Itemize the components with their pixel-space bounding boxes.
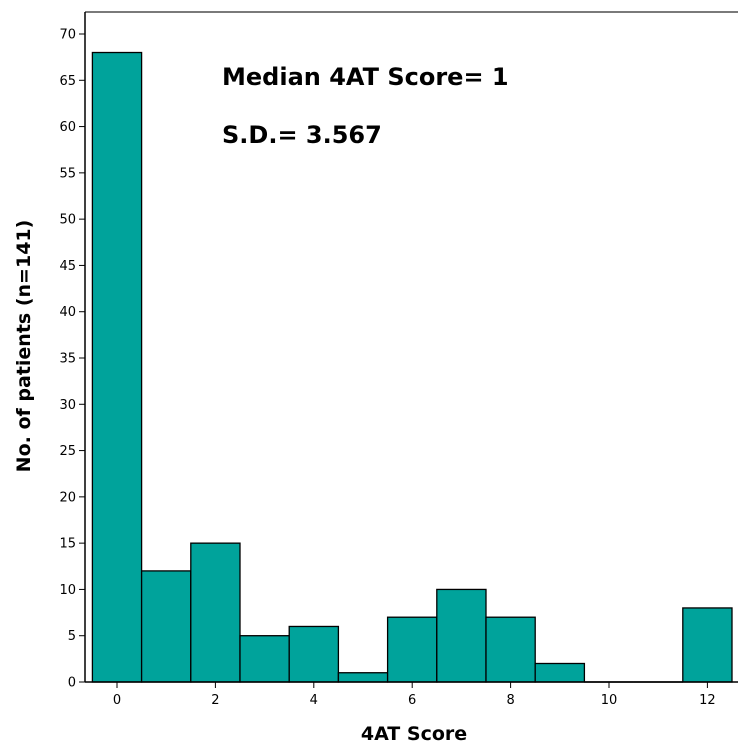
bar-12 xyxy=(682,607,733,683)
bars-group xyxy=(91,51,733,683)
x-tick-label-4: 4 xyxy=(310,693,318,708)
y-tick-label-30: 30 xyxy=(59,398,76,413)
bar-7 xyxy=(436,588,487,683)
x-tick-label-0: 0 xyxy=(113,693,121,708)
axes-group xyxy=(84,11,738,683)
y-tick-label-45: 45 xyxy=(59,259,76,274)
y-tick-label-40: 40 xyxy=(59,305,76,320)
y-tick-label-65: 65 xyxy=(59,74,76,89)
y-tick-label-0: 0 xyxy=(68,676,76,691)
y-tick-label-55: 55 xyxy=(59,166,76,181)
bar-6 xyxy=(386,616,438,683)
bar-2 xyxy=(190,542,241,683)
x-tick-label-10: 10 xyxy=(601,693,618,708)
y-tick-label-20: 20 xyxy=(59,490,76,505)
y-tick-label-5: 5 xyxy=(68,629,76,644)
y-tick-label-10: 10 xyxy=(59,583,76,598)
x-tick-label-8: 8 xyxy=(506,693,514,708)
annotation-sd: S.D.= 3.567 xyxy=(222,121,382,149)
bar-8 xyxy=(485,616,536,683)
x-tick-label-6: 6 xyxy=(408,693,416,708)
y-tick-label-25: 25 xyxy=(59,444,76,459)
bar-1 xyxy=(140,570,192,683)
x-tick-label-2: 2 xyxy=(211,693,219,708)
y-tick-label-60: 60 xyxy=(59,120,76,135)
x-axis-title: 4AT Score xyxy=(361,723,467,745)
y-tick-label-50: 50 xyxy=(59,213,76,228)
x-ticks-group: 0 2 4 6 8 10 12 xyxy=(113,682,716,708)
y-axis-title: No. of patients (n=141) xyxy=(13,220,35,473)
bar-0 xyxy=(91,51,143,683)
y-tick-label-35: 35 xyxy=(59,352,76,367)
y-tick-label-70: 70 xyxy=(59,28,76,43)
bar-5 xyxy=(337,672,389,683)
y-ticks-group: 0 5 10 15 20 25 30 35 40 45 50 55 60 65 70 xyxy=(59,28,85,691)
bar-4 xyxy=(288,625,340,683)
annotation-median: Median 4AT Score= 1 xyxy=(222,63,509,91)
bar-9 xyxy=(534,662,586,683)
bar-3 xyxy=(239,635,290,683)
x-tick-label-12: 12 xyxy=(699,693,716,708)
y-tick-label-15: 15 xyxy=(59,537,76,552)
